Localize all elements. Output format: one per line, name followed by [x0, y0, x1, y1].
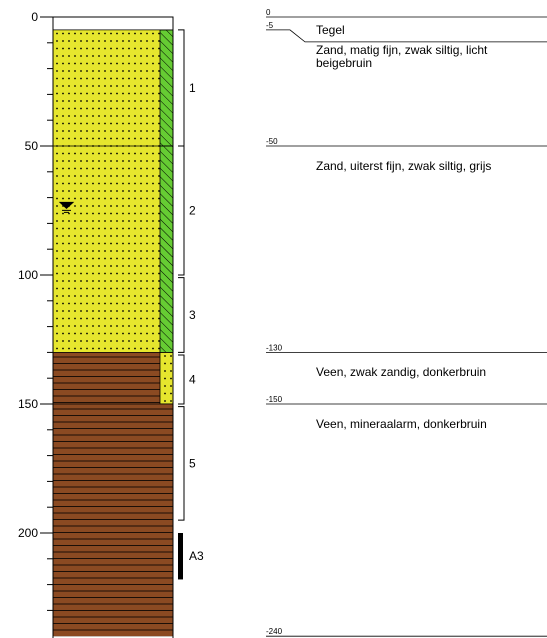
level-label: -50 [266, 137, 278, 146]
sample-bracket [178, 355, 184, 404]
sample-bar [178, 533, 183, 579]
layer [53, 17, 173, 30]
layer-pattern [53, 146, 173, 352]
sample-label: 2 [189, 204, 196, 218]
layer-pattern [53, 404, 173, 636]
layer-pattern [53, 30, 173, 146]
admixture-hatch [160, 30, 173, 146]
layer-description: Veen, zwak zandig, donkerbruin [316, 366, 541, 379]
borehole-log: 0 50 100 150 200 1 2 3 4 5 A3 0 -5 -50 -130 -150 -240 Te… [0, 0, 547, 638]
layer-description: Tegel [316, 24, 541, 37]
level-label: -240 [266, 627, 283, 636]
sample-label: 3 [189, 308, 196, 322]
sample-bracket [178, 30, 184, 146]
admixture-dots [160, 352, 173, 404]
sample-bracket [178, 278, 184, 353]
tick-label: 0 [31, 10, 38, 24]
sample-bracket [178, 407, 184, 521]
tick-label: 200 [18, 526, 38, 540]
sample-bracket [178, 146, 184, 275]
sample-label: A3 [189, 549, 204, 563]
admixture-hatch [160, 146, 173, 352]
sample-label: 4 [189, 372, 196, 386]
level-label: -130 [266, 343, 283, 352]
log-drawing: 0 50 100 150 200 1 2 3 4 5 A3 0 -5 -50 -130 -150 -240 [0, 0, 547, 638]
layer-description: Zand, matig fijn, zwak siltig, licht bei… [316, 44, 541, 70]
sample-label: 1 [189, 81, 196, 95]
layer-pattern [53, 352, 173, 404]
layer-description: Zand, uiterst fijn, zwak siltig, grijs [316, 160, 541, 173]
level-label: -150 [266, 395, 283, 404]
tick-label: 100 [18, 268, 38, 282]
tick-label: 50 [25, 139, 39, 153]
sample-label: 5 [189, 456, 196, 470]
tick-label: 150 [18, 397, 38, 411]
layer-description: Veen, mineraalarm, donkerbruin [316, 418, 541, 431]
level-label: -5 [266, 21, 274, 30]
level-label: 0 [266, 8, 271, 17]
